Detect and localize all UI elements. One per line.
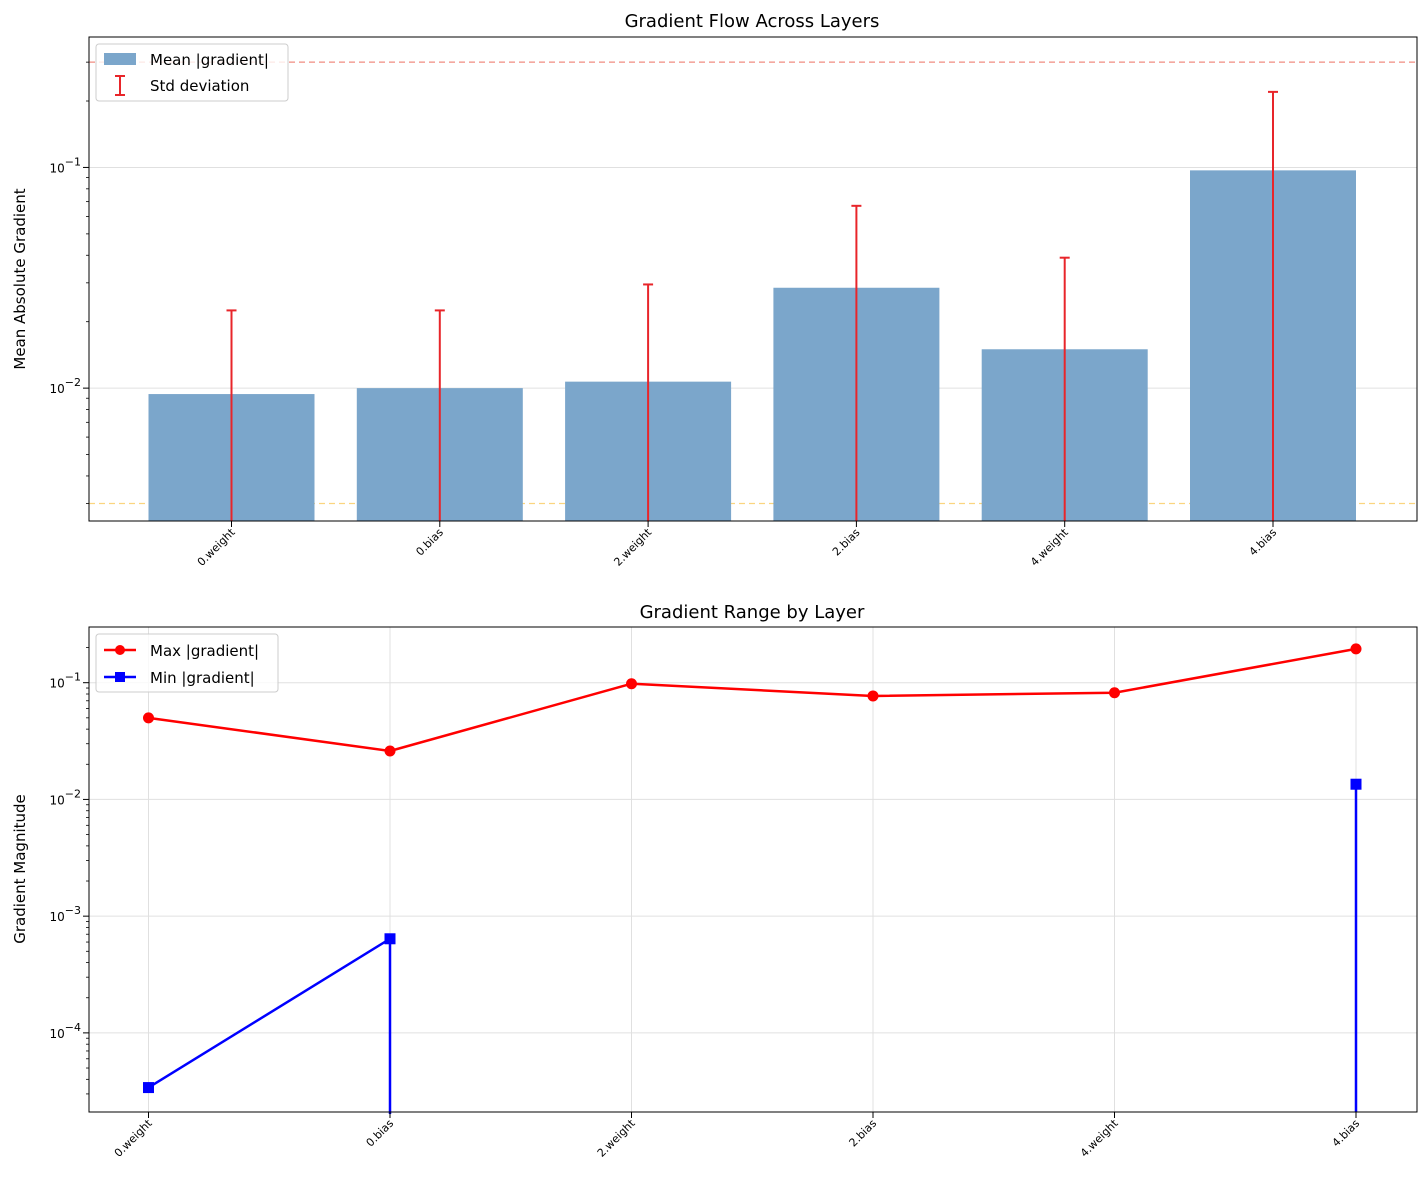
- min-gradient-swatch-marker: [115, 672, 125, 682]
- bottom-y-axis: 10−4 10−3 10−2 10−1: [50, 647, 89, 1095]
- top-chart: Gradient Flow Across Layers Mean Absolut…: [11, 11, 1418, 569]
- bottom-ytick-label: 10−4: [50, 1021, 82, 1041]
- legend-std-deviation: Std deviation: [150, 77, 249, 95]
- series-1-line-0: [147, 937, 392, 1114]
- legend-min-gradient: Min |gradient|: [150, 669, 255, 687]
- error-bar-0-bias: [434, 309, 445, 521]
- bottom-xtick-label: 2.weight: [595, 1116, 638, 1159]
- max-point-4-weight: [1109, 687, 1120, 699]
- error-bar-2-weight: [643, 283, 654, 521]
- bottom-xtick-label: 0.bias: [364, 1117, 397, 1150]
- top-xtick-label: 4.bias: [1247, 526, 1280, 559]
- top-xtick-label: 2.weight: [611, 525, 654, 568]
- top-x-axis: 0.weight 0.bias 2.weight 2.bias 4.weight 4.bi…: [195, 521, 1280, 569]
- bottom-xtick-label: 0.weight: [112, 1116, 155, 1159]
- bottom-chart: Gradient Range by Layer Gradient Magnitu…: [11, 602, 1418, 1160]
- max-point-2-bias: [867, 690, 879, 702]
- legend-max-gradient: Max |gradient|: [150, 642, 259, 660]
- bottom-chart-title: Gradient Range by Layer: [640, 602, 865, 623]
- top-chart-title: Gradient Flow Across Layers: [625, 11, 880, 32]
- bottom-ytick-label: 10−1: [50, 671, 82, 691]
- min-point-4-bias: [1350, 778, 1362, 790]
- min-point-0-weight: [143, 1082, 154, 1094]
- bottom-x-axis: 0.weight 0.bias 2.weight 2.bias 4.weight 4.bi…: [112, 1112, 1363, 1160]
- top-xtick-label: 0.bias: [413, 526, 446, 559]
- error-bar-2-bias: [851, 204, 862, 521]
- top-ytick-label: 10−1: [50, 155, 82, 175]
- max-point-2-weight: [626, 678, 637, 690]
- top-y-axis: 10−2 10−1: [50, 61, 89, 504]
- top-legend-box: [95, 43, 289, 102]
- top-plot-frame: [88, 36, 1418, 522]
- max-point-0-weight: [143, 712, 154, 724]
- max-point-4-bias: [1350, 643, 1362, 655]
- top-legend: Mean |gradient| Std deviation: [95, 43, 289, 102]
- bottom-legend-box: [95, 633, 279, 693]
- top-xtick-label: 0.weight: [195, 525, 238, 568]
- bottom-chart-ylabel: Gradient Magnitude: [11, 794, 29, 944]
- error-bar-0-weight: [226, 309, 237, 521]
- top-xtick-label: 4.weight: [1028, 525, 1071, 568]
- bottom-plot-frame: [88, 626, 1418, 1113]
- max-gradient-swatch-marker: [115, 645, 125, 655]
- bottom-ytick-label: 10−2: [50, 787, 82, 807]
- bottom-xtick-label: 4.weight: [1078, 1116, 1121, 1159]
- bottom-ytick-label: 10−3: [50, 904, 82, 924]
- bottom-grid: [89, 627, 1417, 1112]
- std-deviation-swatch: [115, 75, 125, 96]
- bottom-xtick-label: 2.bias: [847, 1117, 880, 1150]
- max-point-0-bias: [384, 745, 396, 757]
- top-ytick-label: 10−2: [50, 376, 82, 396]
- min-point-0-bias: [384, 933, 396, 945]
- top-xtick-label: 2.bias: [830, 526, 863, 559]
- legend-mean-gradient: Mean |gradient|: [150, 51, 269, 69]
- top-error-bars: [226, 90, 1278, 521]
- bottom-series-lines: [147, 647, 1358, 1114]
- top-bars: [148, 170, 1356, 521]
- error-bar-4-bias: [1268, 90, 1278, 521]
- mean-gradient-swatch: [104, 53, 136, 65]
- series-0-line-0: [148, 647, 1357, 753]
- bottom-series-markers: [143, 643, 1362, 1094]
- bottom-legend: Max |gradient| Min |gradient|: [95, 633, 279, 693]
- top-chart-ylabel: Mean Absolute Gradient: [11, 188, 29, 369]
- error-bar-4-weight: [1059, 256, 1070, 521]
- bottom-xtick-label: 4.bias: [1330, 1117, 1363, 1150]
